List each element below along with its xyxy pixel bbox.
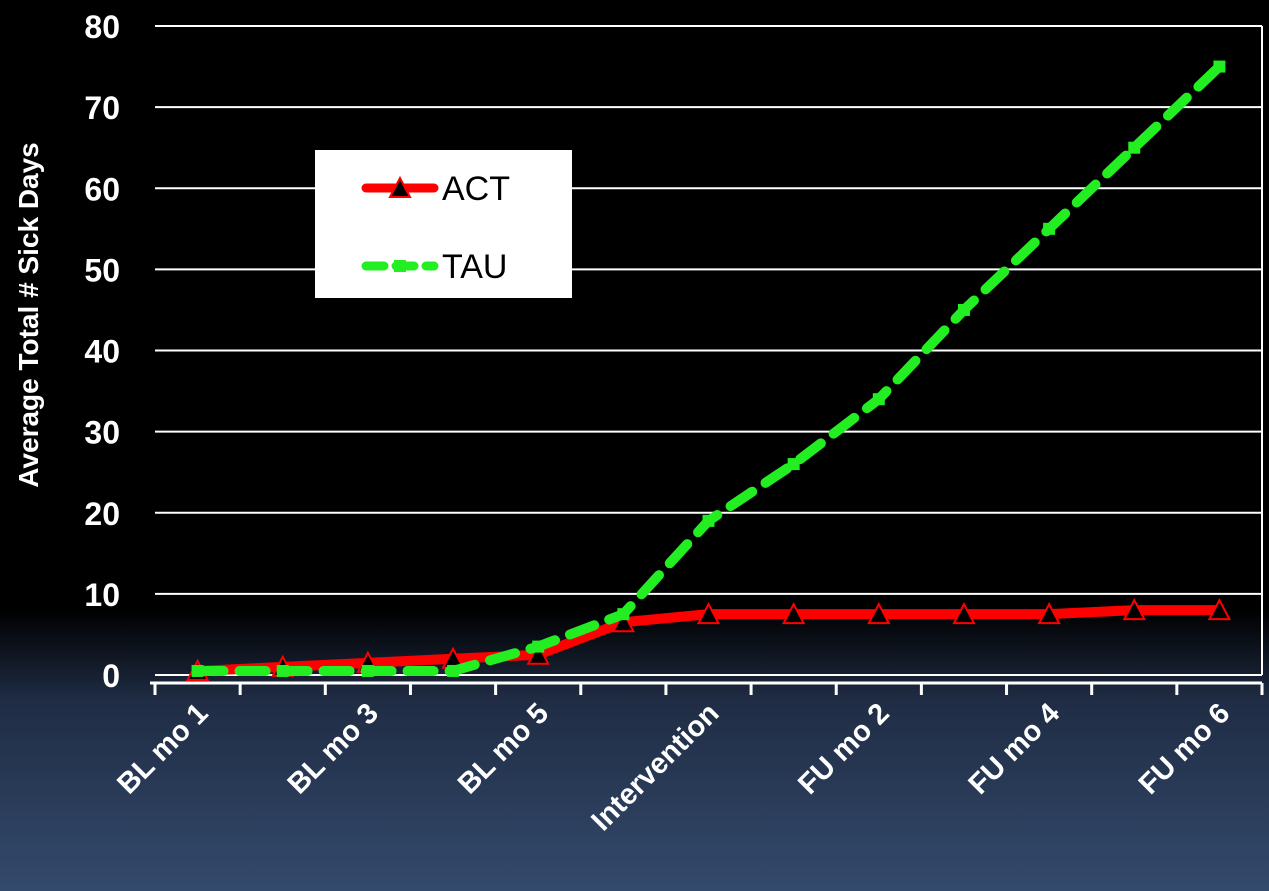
grid-lines — [155, 25, 1263, 676]
act-point — [781, 602, 806, 625]
tau-point — [787, 458, 800, 471]
tau-point — [532, 640, 545, 653]
x-axis — [150, 681, 1264, 695]
act-point — [696, 602, 721, 625]
y-tick-label: 20 — [84, 496, 120, 532]
tau-point — [957, 303, 970, 316]
x-tick-label: Intervention — [585, 697, 725, 837]
legend-item-tau: TAU — [361, 248, 507, 286]
tau-point — [1128, 141, 1141, 154]
y-tick-label: 50 — [84, 252, 120, 288]
act-point — [388, 175, 412, 198]
tau-point — [1043, 222, 1056, 235]
x-axis-tick-labels: BL mo 1 BL mo 3 BL mo 5 Intervention FU mo 2… — [111, 697, 1236, 837]
tau-point — [1213, 60, 1226, 73]
act-point — [952, 602, 976, 625]
x-tick-label: FU mo 2 — [792, 697, 896, 801]
legend-box — [315, 150, 572, 298]
legend-label: TAU — [442, 248, 507, 286]
y-tick-label: 80 — [84, 9, 120, 45]
tau-point — [872, 393, 885, 406]
tau-point — [447, 664, 460, 677]
x-tick-label: FU mo 4 — [963, 697, 1067, 801]
x-tick-label: BL mo 3 — [282, 697, 385, 800]
x-tick-label: FU mo 6 — [1133, 697, 1237, 801]
legend: ACT TAU — [315, 150, 572, 298]
tau-point — [617, 608, 630, 621]
legend-label: ACT — [442, 170, 510, 208]
y-tick-label: 30 — [84, 415, 120, 451]
x-tick-label: BL mo 1 — [111, 697, 214, 800]
series-layer — [185, 60, 1232, 681]
x-tick-label: BL mo 5 — [452, 697, 555, 800]
tau-point — [361, 664, 374, 677]
y-tick-label: 40 — [84, 334, 120, 370]
act-point — [611, 610, 636, 633]
act-point — [867, 602, 891, 625]
y-tick-label: 10 — [84, 577, 120, 613]
act-point — [526, 642, 550, 665]
y-axis-ticks: 0 10 20 30 40 50 60 70 80 — [84, 9, 120, 694]
y-tick-label: 70 — [84, 90, 120, 126]
tau-point — [394, 260, 406, 272]
act-point — [1037, 602, 1061, 625]
y-axis-label: Average Total # Sick Days — [13, 142, 44, 488]
tau-point — [276, 664, 289, 677]
y-tick-label: 0 — [102, 658, 120, 694]
y-tick-label: 60 — [84, 171, 120, 207]
act-point — [1207, 597, 1232, 621]
act-point — [1122, 597, 1146, 621]
tau-point — [702, 514, 715, 527]
legend-item-act: ACT — [361, 170, 510, 208]
series-tau — [191, 60, 1226, 677]
tau-point — [191, 664, 204, 677]
